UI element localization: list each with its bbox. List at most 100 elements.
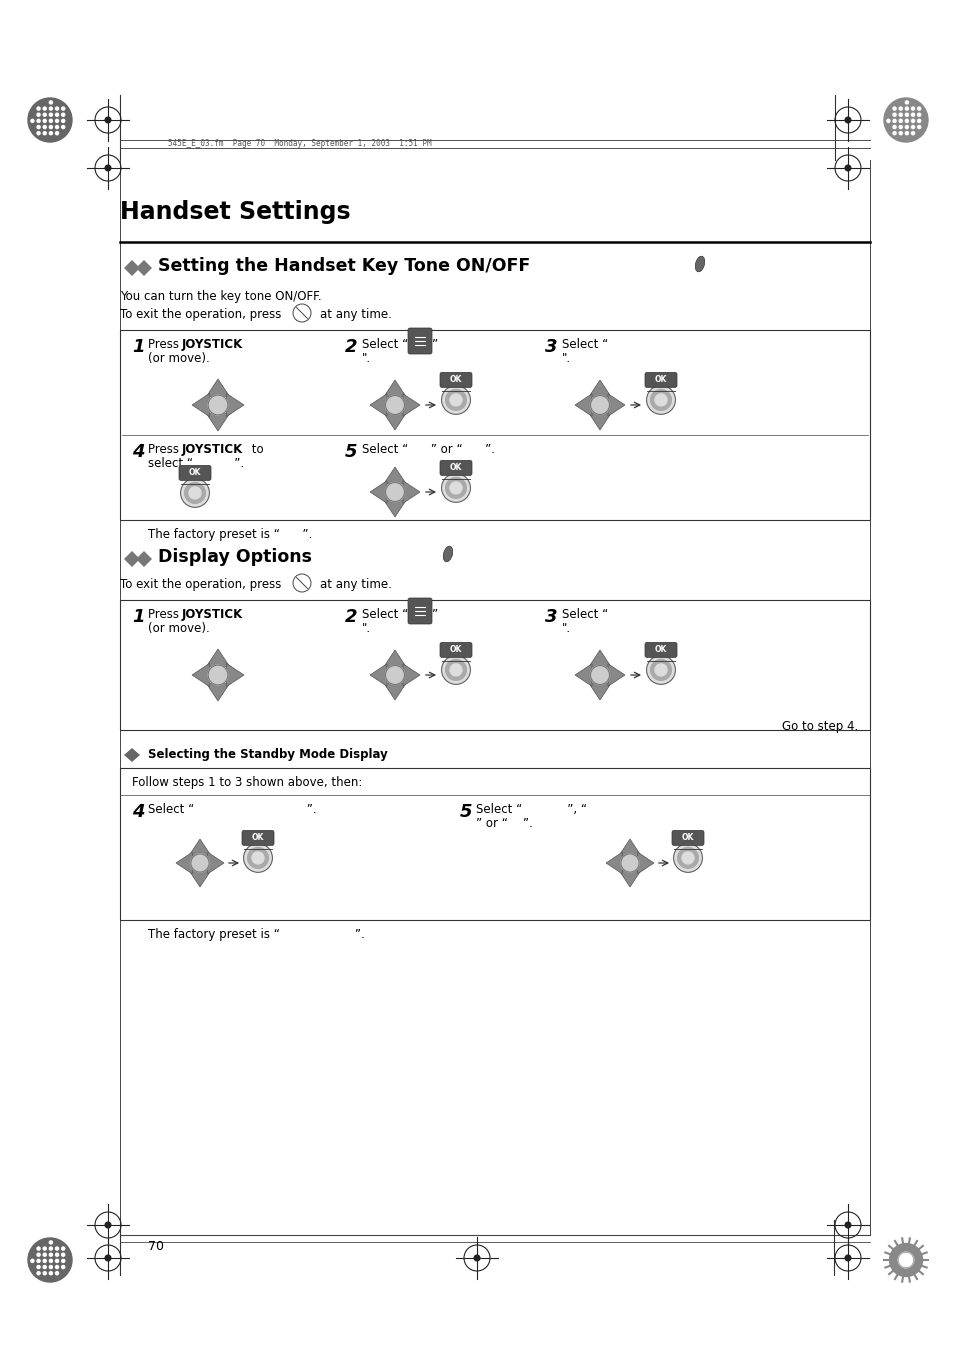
FancyBboxPatch shape [179, 465, 211, 481]
Circle shape [917, 126, 920, 128]
Polygon shape [383, 380, 406, 397]
Circle shape [886, 119, 889, 123]
Circle shape [62, 113, 65, 116]
Circle shape [37, 119, 40, 123]
Polygon shape [588, 650, 611, 667]
Text: Select “            ”, “: Select “ ”, “ [476, 802, 586, 816]
Circle shape [904, 126, 907, 128]
Circle shape [55, 1254, 58, 1256]
Circle shape [899, 107, 902, 109]
Bar [120, 330, 869, 520]
Polygon shape [383, 650, 406, 667]
Circle shape [50, 113, 52, 116]
Circle shape [844, 1255, 850, 1260]
Circle shape [43, 113, 46, 116]
FancyBboxPatch shape [439, 642, 472, 658]
Circle shape [43, 1271, 46, 1275]
Text: Select “: Select “ [361, 338, 408, 351]
Circle shape [917, 107, 920, 109]
Circle shape [248, 847, 268, 869]
Text: ".: ". [361, 353, 371, 365]
Circle shape [646, 385, 675, 415]
Polygon shape [206, 413, 230, 431]
Ellipse shape [695, 257, 704, 272]
FancyBboxPatch shape [242, 831, 274, 846]
Circle shape [43, 126, 46, 128]
Text: ".: ". [361, 621, 371, 635]
Circle shape [385, 482, 404, 501]
Polygon shape [370, 663, 387, 686]
Text: OK: OK [654, 646, 666, 654]
Polygon shape [124, 551, 140, 567]
Circle shape [55, 126, 58, 128]
Circle shape [208, 665, 228, 685]
Text: Display Options: Display Options [158, 549, 312, 566]
Text: Select “: Select “ [361, 608, 408, 621]
Circle shape [892, 131, 895, 135]
Circle shape [50, 1254, 52, 1256]
Circle shape [50, 1266, 52, 1269]
Text: ”: ” [432, 338, 437, 351]
Circle shape [844, 118, 850, 123]
Circle shape [62, 107, 65, 109]
Circle shape [910, 126, 914, 128]
FancyBboxPatch shape [439, 373, 472, 388]
Text: Select “      ” or “      ”.: Select “ ” or “ ”. [361, 443, 495, 457]
Circle shape [62, 1247, 65, 1250]
Circle shape [37, 126, 40, 128]
Polygon shape [383, 500, 406, 517]
Circle shape [385, 396, 404, 415]
Polygon shape [383, 413, 406, 430]
Circle shape [208, 394, 228, 415]
Circle shape [883, 99, 927, 142]
Polygon shape [206, 648, 230, 666]
Circle shape [43, 131, 46, 135]
Polygon shape [383, 684, 406, 700]
Polygon shape [226, 663, 244, 686]
Text: 545E_E_03.fm  Page 70  Monday, September 1, 2003  1:51 PM: 545E_E_03.fm Page 70 Monday, September 1… [168, 139, 431, 147]
Text: OK: OK [189, 469, 201, 477]
Text: To exit the operation, press: To exit the operation, press [120, 578, 281, 590]
Polygon shape [588, 413, 611, 430]
Polygon shape [402, 663, 419, 686]
Polygon shape [618, 839, 640, 855]
Circle shape [681, 852, 693, 863]
Circle shape [50, 107, 52, 109]
Polygon shape [588, 684, 611, 700]
Circle shape [185, 482, 205, 504]
Text: Select “                              ”.: Select “ ”. [148, 802, 316, 816]
Circle shape [677, 847, 698, 869]
Circle shape [888, 1243, 922, 1277]
Circle shape [50, 1240, 52, 1244]
Circle shape [650, 389, 671, 411]
Text: 4: 4 [132, 802, 144, 821]
Circle shape [37, 1247, 40, 1250]
Circle shape [37, 1254, 40, 1256]
Circle shape [385, 666, 404, 685]
Text: To exit the operation, press: To exit the operation, press [120, 308, 281, 322]
Circle shape [50, 1247, 52, 1250]
Circle shape [189, 486, 201, 499]
Circle shape [50, 101, 52, 104]
Polygon shape [208, 852, 224, 874]
Circle shape [898, 1252, 913, 1267]
Circle shape [892, 107, 895, 109]
Circle shape [37, 113, 40, 116]
Circle shape [910, 113, 914, 116]
Text: to: to [248, 443, 263, 457]
Circle shape [892, 126, 895, 128]
Circle shape [50, 131, 52, 135]
Circle shape [55, 107, 58, 109]
Polygon shape [192, 393, 210, 416]
Circle shape [650, 659, 671, 681]
Polygon shape [588, 380, 611, 397]
Polygon shape [607, 663, 624, 686]
Circle shape [55, 1271, 58, 1275]
Circle shape [844, 1223, 850, 1228]
Polygon shape [618, 870, 640, 888]
Text: OK: OK [450, 463, 461, 473]
FancyBboxPatch shape [671, 831, 703, 846]
Text: The factory preset is “      ”.: The factory preset is “ ”. [148, 528, 312, 540]
Polygon shape [637, 852, 654, 874]
Text: OK: OK [654, 376, 666, 385]
